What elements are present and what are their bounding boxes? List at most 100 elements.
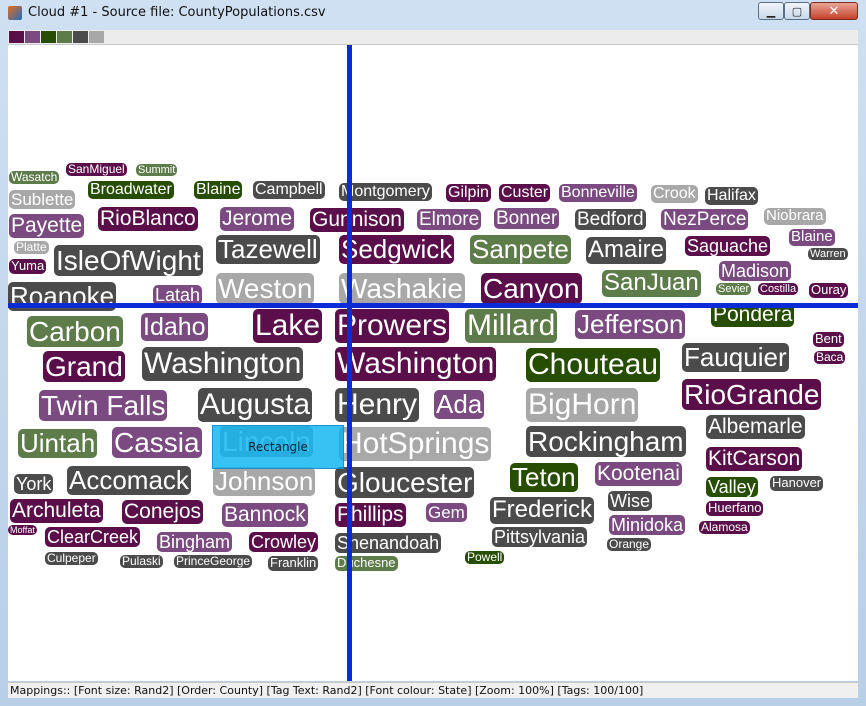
tag-accomack[interactable]: Accomack (67, 465, 191, 496)
tag-idaho[interactable]: Idaho (141, 313, 208, 341)
tag-bent[interactable]: Bent (813, 331, 844, 347)
minimize-button[interactable]: ▁ (758, 2, 784, 20)
tag-riogrande[interactable]: RioGrande (682, 379, 822, 411)
tag-tazewell[interactable]: Tazewell (216, 234, 320, 265)
tag-archuleta[interactable]: Archuleta (10, 499, 103, 523)
tag-weston[interactable]: Weston (216, 273, 315, 305)
palette-swatch[interactable] (73, 31, 88, 43)
tag-pittsylvania[interactable]: Pittsylvania (492, 527, 588, 548)
tag-baca[interactable]: Baca (814, 350, 846, 365)
tag-cloud-canvas[interactable]: Wasatch SanMiguel Summit Broadwater Blaine Ca… (8, 45, 858, 681)
tag-amaire[interactable]: Amaire (586, 236, 667, 264)
tag-sublette[interactable]: Sublette (9, 190, 76, 210)
tag-moffat[interactable]: Moffat (8, 525, 37, 536)
tag-hotsprings[interactable]: HotSprings (339, 427, 492, 461)
maximize-button[interactable]: ▢ (784, 2, 810, 20)
tag-sanmiguel[interactable]: SanMiguel (66, 162, 127, 177)
tag-campbell[interactable]: Campbell (253, 181, 325, 199)
tag-alamosa[interactable]: Alamosa (699, 520, 750, 535)
tag-rockingham[interactable]: Rockingham (526, 426, 686, 458)
tag-bighorn[interactable]: BigHorn (526, 388, 639, 422)
palette-swatch[interactable] (41, 31, 56, 43)
tag-sevier[interactable]: Sevier (716, 283, 752, 296)
tag-bedford[interactable]: Bedford (575, 209, 646, 231)
tag-halifax[interactable]: Halifax (705, 187, 758, 205)
tag-washakie[interactable]: Washakie (339, 273, 465, 305)
tag-chouteau[interactable]: Chouteau (526, 348, 661, 382)
tag-franklin[interactable]: Franklin (268, 555, 319, 571)
tag-duchesne[interactable]: Duchesne (335, 555, 398, 571)
rectangle-selection[interactable]: Rectangle (212, 425, 344, 469)
tag-lake[interactable]: Lake (253, 309, 323, 343)
tag-sedgwick[interactable]: Sedgwick (339, 234, 455, 265)
tag-augusta[interactable]: Augusta (198, 388, 313, 422)
tag-kitcarson[interactable]: KitCarson (706, 447, 803, 471)
tag-yuma[interactable]: Yuma (9, 258, 47, 274)
tag-teton[interactable]: Teton (510, 462, 578, 493)
tag-albemarle[interactable]: Albemarle (706, 415, 805, 439)
tag-costilla[interactable]: Costilla (758, 283, 799, 296)
tag-orange[interactable]: Orange (607, 537, 652, 552)
tag-canyon[interactable]: Canyon (481, 273, 582, 305)
tag-bonner[interactable]: Bonner (494, 208, 560, 230)
tag-carbon[interactable]: Carbon (27, 316, 123, 348)
tag-princegeorge[interactable]: PrinceGeorge (174, 554, 253, 569)
tag-gem[interactable]: Gem (426, 503, 467, 523)
tag-gloucester[interactable]: Gloucester (335, 467, 475, 499)
tag-kootenai[interactable]: Kootenai (595, 462, 682, 486)
tag-summit[interactable]: Summit (136, 164, 178, 177)
tag-nezperce[interactable]: NezPerce (661, 209, 749, 231)
palette-swatch[interactable] (57, 31, 72, 43)
tag-gunnison[interactable]: Gunnison (310, 208, 404, 232)
tag-millard[interactable]: Millard (465, 309, 558, 343)
tag-hanover[interactable]: Hanover (770, 475, 824, 491)
tag-rioblanco[interactable]: RioBlanco (98, 207, 198, 231)
tag-bannock[interactable]: Bannock (222, 503, 308, 527)
tag-johnson[interactable]: Johnson (213, 466, 316, 497)
tag-grand[interactable]: Grand (43, 351, 125, 383)
tag-gilpin[interactable]: Gilpin (446, 184, 491, 202)
tag-wasatch[interactable]: Wasatch (9, 170, 60, 185)
tag-bingham[interactable]: Bingham (157, 532, 233, 553)
tag-crook[interactable]: Crook (651, 185, 698, 203)
tag-elmore[interactable]: Elmore (417, 209, 482, 231)
tag-minidoka[interactable]: Minidoka (609, 515, 686, 536)
close-button[interactable]: ✕ (810, 2, 858, 20)
tag-ouray[interactable]: Ouray (809, 282, 849, 298)
palette-swatch[interactable] (9, 31, 24, 43)
tag-culpeper[interactable]: Culpeper (45, 551, 98, 566)
tag-madison[interactable]: Madison (719, 261, 792, 282)
tag-blaine[interactable]: Blaine (789, 228, 835, 246)
tag-sanjuan[interactable]: SanJuan (602, 269, 701, 297)
tag-shenandoah[interactable]: Shenandoah (335, 533, 442, 554)
tag-twin-falls[interactable]: Twin Falls (39, 390, 168, 422)
tag-jerome[interactable]: Jerome (220, 207, 295, 231)
tag-washington[interactable]: Washington (142, 347, 304, 381)
tag-blaine[interactable]: Blaine (194, 181, 243, 199)
tag-powell[interactable]: Powell (465, 550, 505, 565)
tag-niobrara[interactable]: Niobrara (764, 207, 826, 225)
tag-warren[interactable]: Warren (808, 248, 848, 261)
tag-custer[interactable]: Custer (499, 184, 551, 202)
tag-frederick[interactable]: Frederick (490, 496, 595, 524)
tag-sanpete[interactable]: Sanpete (470, 234, 571, 265)
tag-crowley[interactable]: Crowley (249, 532, 319, 553)
tag-fauquier[interactable]: Fauquier (682, 342, 789, 373)
tag-latah[interactable]: Latah (153, 285, 203, 306)
tag-payette[interactable]: Payette (9, 214, 85, 238)
tag-prowers[interactable]: Prowers (335, 309, 450, 343)
tag-jefferson[interactable]: Jefferson (575, 309, 686, 340)
tag-cassia[interactable]: Cassia (112, 427, 202, 459)
tag-clearcreek[interactable]: ClearCreek (45, 527, 141, 548)
tag-washington[interactable]: Washington (335, 347, 497, 381)
palette-swatch[interactable] (89, 31, 104, 43)
title-bar[interactable]: Cloud #1 - Source file: CountyPopulation… (0, 0, 866, 28)
palette-swatch[interactable] (25, 31, 40, 43)
tag-platte[interactable]: Platte (14, 240, 49, 255)
tag-huerfano[interactable]: Huerfano (706, 500, 764, 516)
tag-bonneville[interactable]: Bonneville (559, 184, 637, 202)
tag-broadwater[interactable]: Broadwater (88, 181, 174, 199)
tag-pondera[interactable]: Pondera (711, 303, 795, 327)
tag-valley[interactable]: Valley (706, 477, 758, 498)
tag-uintah[interactable]: Uintah (18, 428, 98, 459)
